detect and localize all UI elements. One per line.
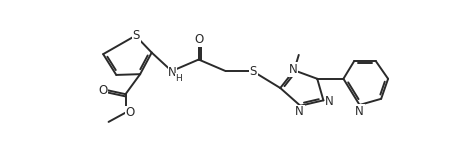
Text: N: N	[325, 95, 334, 108]
Text: S: S	[133, 29, 140, 42]
Text: N: N	[289, 63, 298, 76]
Text: N: N	[168, 66, 177, 79]
Text: O: O	[125, 106, 135, 119]
Text: S: S	[250, 65, 257, 78]
Text: N: N	[355, 105, 364, 118]
Text: N: N	[295, 105, 304, 118]
Text: O: O	[99, 84, 108, 97]
Text: O: O	[195, 33, 204, 46]
Text: H: H	[175, 73, 182, 83]
